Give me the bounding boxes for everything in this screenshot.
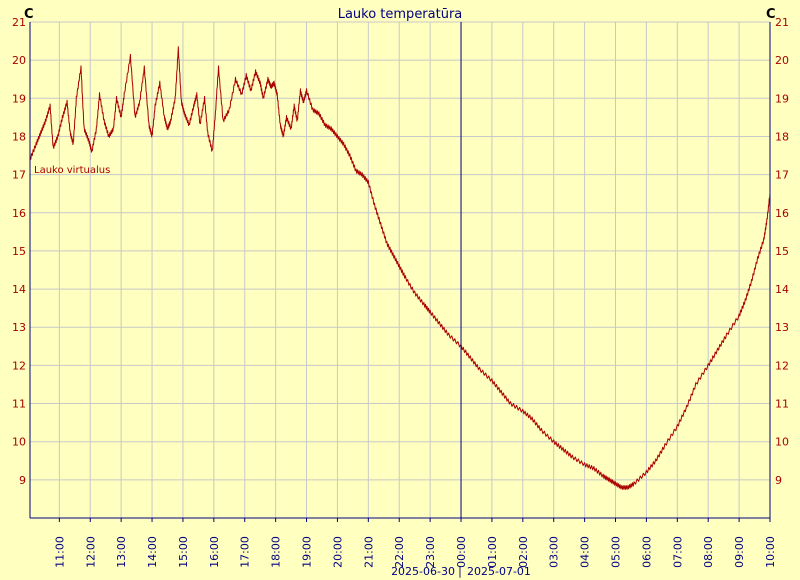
y-tick-label-left: 18 [12, 130, 26, 143]
x-tick-label: 14:00 [146, 536, 159, 568]
x-tick-label: 11:00 [53, 536, 66, 568]
x-tick-label: 05:00 [610, 536, 623, 568]
chart-title: Lauko temperatūra [338, 7, 463, 22]
unit-label-right: C [766, 7, 776, 22]
y-tick-label-left: 11 [12, 398, 26, 411]
x-tick-label: 02:00 [517, 536, 530, 568]
series-line [29, 46, 771, 490]
y-tick-label-right: 12 [775, 359, 789, 372]
date-right-label: 2025-07-01 [467, 565, 531, 578]
axes: 9 9 10 10 11 11 12 12 13 13 14 14 15 15 16 16 17 17 18 18 19… [12, 16, 789, 568]
x-tick-label: 19:00 [301, 536, 314, 568]
x-tick-label: 03:00 [548, 536, 561, 568]
date-left-label: 2025-06-30 [391, 565, 455, 578]
x-tick-label: 18:00 [270, 536, 283, 568]
x-tick-label: 08:00 [702, 536, 715, 568]
y-tick-label-right: 21 [775, 16, 789, 29]
x-tick-label: 16:00 [208, 536, 221, 568]
x-tick-label: 15:00 [177, 536, 190, 568]
y-tick-label-right: 15 [775, 245, 789, 258]
x-tick-label: 06:00 [640, 536, 653, 568]
y-tick-label-right: 13 [775, 321, 789, 334]
y-tick-label-right: 20 [775, 54, 789, 67]
y-tick-label-right: 10 [775, 436, 789, 449]
y-tick-label-right: 11 [775, 398, 789, 411]
x-tick-label: 01:00 [486, 536, 499, 568]
x-tick-label: 23:00 [424, 536, 437, 568]
x-tick-label: 07:00 [671, 536, 684, 568]
y-tick-label-left: 12 [12, 359, 26, 372]
y-tick-label-right: 9 [775, 474, 782, 487]
x-tick-label: 17:00 [239, 536, 252, 568]
y-tick-label-right: 16 [775, 207, 789, 220]
series-layer [29, 46, 771, 490]
x-tick-label: 04:00 [579, 536, 592, 568]
y-tick-label-left: 9 [19, 474, 26, 487]
y-tick-label-left: 17 [12, 169, 26, 182]
x-tick-label: 00:00 [455, 536, 468, 568]
y-tick-label-left: 14 [12, 283, 26, 296]
x-tick-label: 09:00 [733, 536, 746, 568]
y-tick-label-left: 15 [12, 245, 26, 258]
x-tick-label: 20:00 [331, 536, 344, 568]
y-tick-label-right: 17 [775, 169, 789, 182]
x-tick-label: 13:00 [115, 536, 128, 568]
x-tick-label: 12:00 [84, 536, 97, 568]
y-tick-label-right: 18 [775, 130, 789, 143]
y-tick-label-right: 14 [775, 283, 789, 296]
unit-label-left: C [24, 7, 34, 22]
x-tick-label: 21:00 [362, 536, 375, 568]
y-tick-label-left: 10 [12, 436, 26, 449]
grid [30, 21, 771, 518]
series-label: Lauko virtualus [34, 165, 110, 176]
y-tick-label-left: 19 [12, 92, 26, 105]
y-tick-label-left: 16 [12, 207, 26, 220]
y-tick-label-left: 21 [12, 16, 26, 29]
y-tick-label-right: 19 [775, 92, 789, 105]
y-tick-label-left: 13 [12, 321, 26, 334]
x-tick-label: 10:00 [764, 536, 777, 568]
x-tick-label: 22:00 [393, 536, 406, 568]
y-tick-label-left: 20 [12, 54, 26, 67]
date-separator: | [458, 565, 462, 578]
